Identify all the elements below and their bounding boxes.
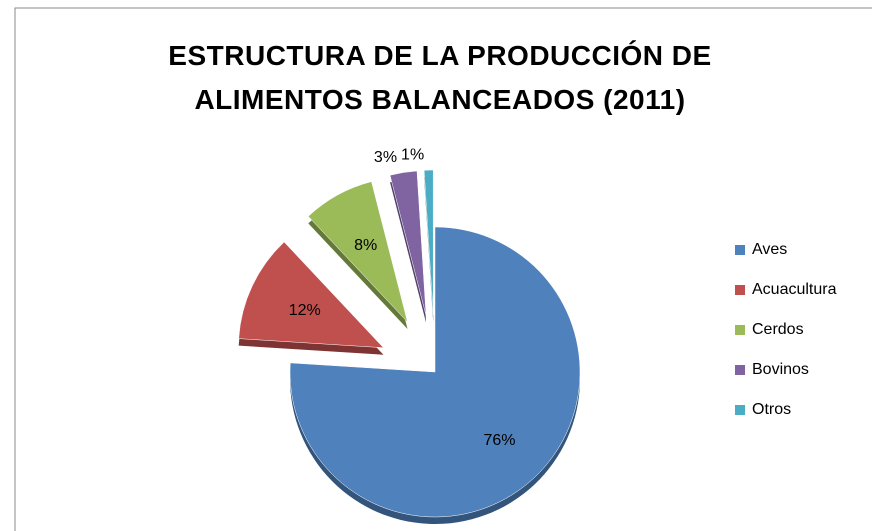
data-label: 12% [289, 302, 321, 319]
legend-label: Bovinos [752, 361, 809, 378]
data-label: 8% [354, 237, 377, 254]
legend-swatch [735, 405, 745, 415]
legend-label: Otros [752, 401, 791, 418]
pie-slice [307, 181, 408, 323]
legend-swatch [735, 325, 745, 335]
legend-label: Cerdos [752, 321, 804, 338]
legend-swatch [735, 285, 745, 295]
legend-label: Acuacultura [752, 281, 837, 298]
data-label: 1% [401, 146, 424, 163]
data-label: 76% [484, 432, 516, 449]
pie-slice [289, 226, 581, 518]
legend-label: Aves [752, 241, 787, 258]
pie-slice [389, 170, 427, 316]
data-label: 3% [374, 149, 397, 166]
chart-frame [14, 7, 872, 531]
pie-slice [238, 241, 385, 349]
chart-title: ESTRUCTURA DE LA PRODUCCIÓN DE ALIMENTOS… [168, 40, 712, 115]
pie-slice [423, 169, 434, 316]
legend-swatch [735, 365, 745, 375]
legend-swatch [735, 245, 745, 255]
